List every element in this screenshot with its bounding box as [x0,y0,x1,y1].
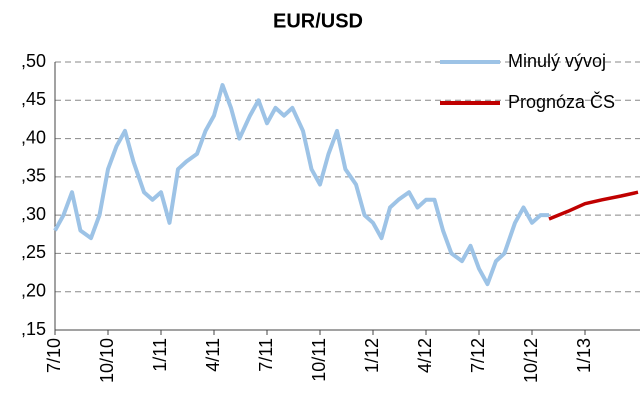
x-tick-label: 4/11 [203,338,223,372]
x-tick-label: 1/11 [150,338,170,372]
y-tick-label: ,45 [21,89,46,109]
y-tick-label: ,30 [21,204,46,224]
x-tick-label: 10/10 [97,338,117,383]
y-tick-label: ,40 [21,127,46,147]
x-tick-label: 10/11 [309,338,329,382]
x-tick-label: 4/12 [415,338,435,373]
series-line [53,83,549,287]
x-tick-label: 7/10 [44,338,64,373]
x-tick-label: 7/11 [256,338,276,372]
y-tick-label: ,25 [21,242,46,262]
y-tick-label: ,50 [21,51,46,71]
x-tick-label: 1/12 [362,338,382,373]
series-line [548,190,639,221]
x-tick-label: 10/12 [521,338,541,383]
legend-label: Minulý vývoj [508,51,606,71]
legend-label: Prognóza ČS [508,91,615,112]
y-tick-label: ,20 [21,280,46,300]
y-tick-label: ,15 [21,319,46,339]
x-tick-label: 7/12 [468,338,488,373]
x-tick-label: 1/13 [574,338,594,373]
chart-title: EUR/USD [273,10,363,32]
y-tick-label: ,35 [21,166,46,186]
